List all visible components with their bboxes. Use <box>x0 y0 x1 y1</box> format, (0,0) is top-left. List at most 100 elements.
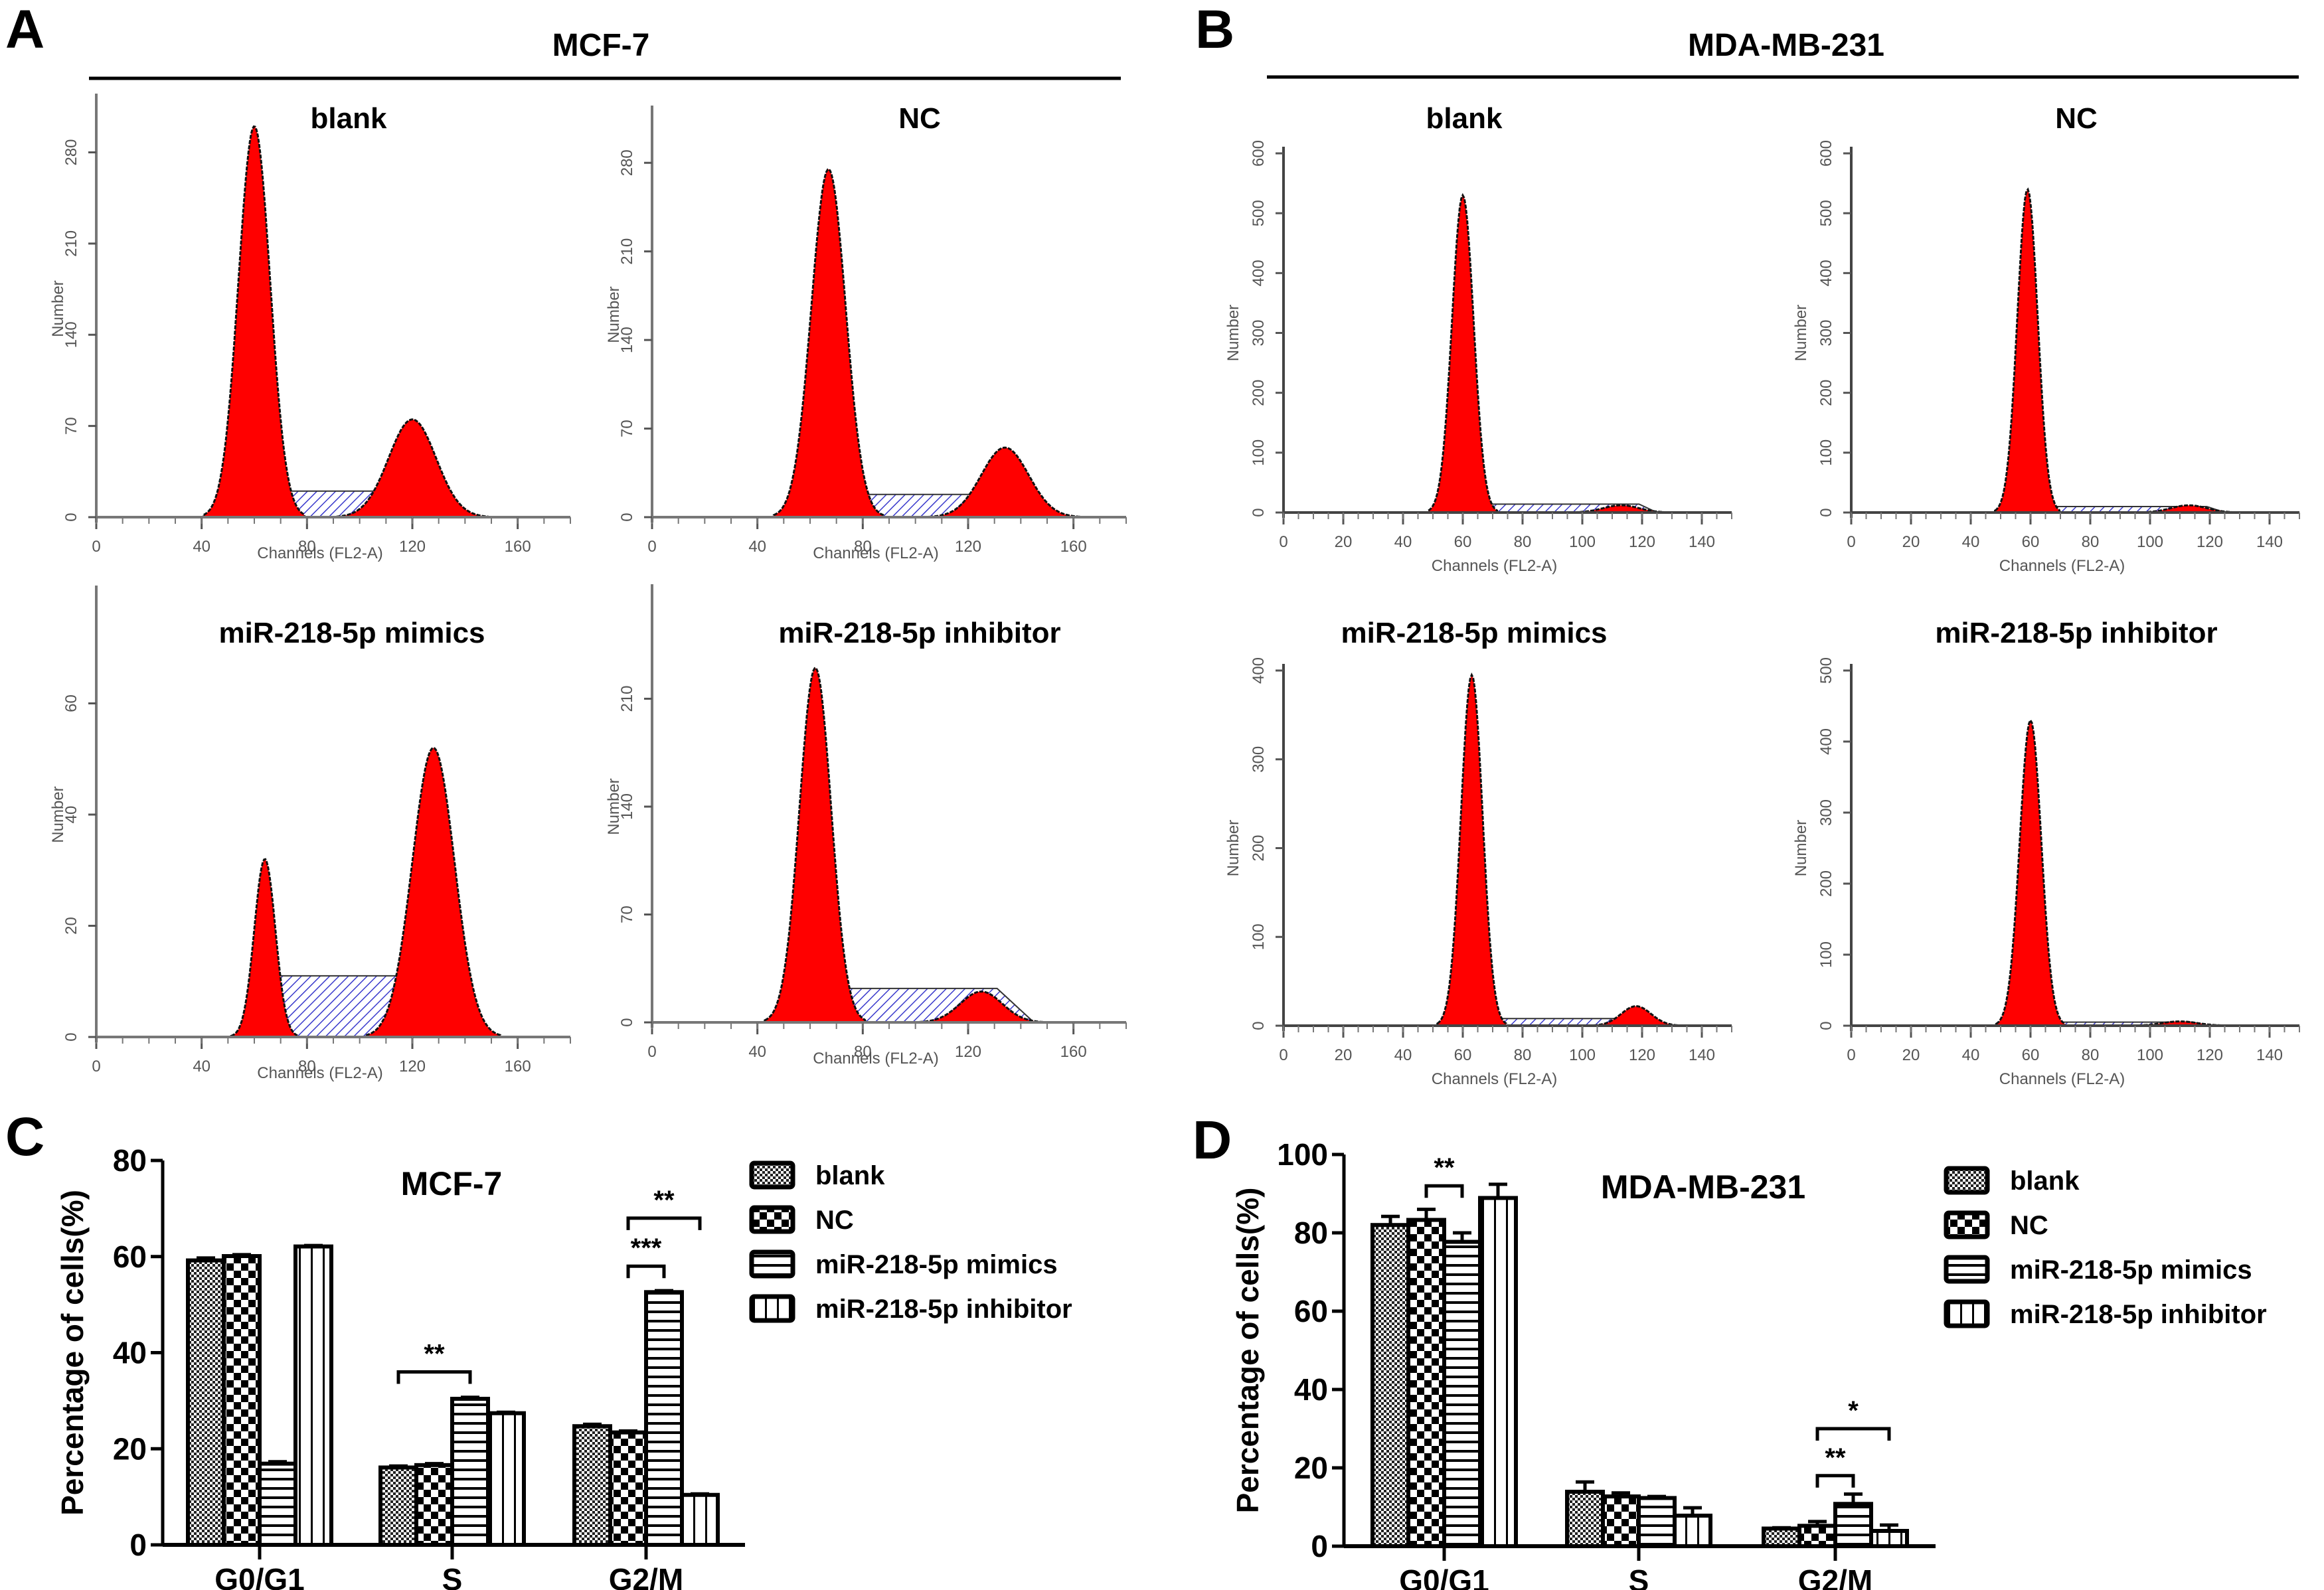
g1-peak-area <box>764 667 868 1024</box>
y-tick-label: 60 <box>113 1239 147 1274</box>
x-tick-label: 60 <box>2022 1046 2040 1064</box>
histogram-a-mimics: miR-218-5p mimics 0 40 80 120 160 0 20 40 60 Chann… <box>49 586 571 1082</box>
panel-b-cell-line-title: MDA-MB-231 <box>1688 28 1884 63</box>
y-tick-label: 20 <box>1294 1451 1328 1485</box>
y-tick-label: 0 <box>62 1032 80 1041</box>
y-tick-label: 600 <box>1817 140 1835 167</box>
x-tick-label: 60 <box>1454 1046 1472 1064</box>
y-tick-label: 300 <box>1817 799 1835 826</box>
legend-swatch-vertical-lines <box>749 1294 795 1323</box>
x-tick-label: 20 <box>1335 1046 1353 1064</box>
bar-checker <box>1406 1218 1446 1549</box>
legend-label: miR-218-5p inhibitor <box>2010 1300 2267 1329</box>
legend-swatch-fine-dots <box>1944 1166 1990 1195</box>
y-tick-label: 60 <box>1294 1294 1328 1328</box>
y-tick-label: 0 <box>1817 1021 1835 1030</box>
y-tick-label: 70 <box>618 420 636 437</box>
significance-bracket <box>1815 1474 1855 1488</box>
x-tick-label: 40 <box>748 1043 766 1061</box>
y-tick-label: 280 <box>618 149 636 176</box>
y-tick-label: 500 <box>1817 657 1835 684</box>
g1-peak-area <box>772 168 884 518</box>
x-tick-label: 120 <box>1629 1046 1655 1064</box>
legend-label: blank <box>2010 1166 2080 1196</box>
legend-label: blank <box>815 1161 885 1190</box>
bar-vertical-lines <box>1673 1513 1712 1548</box>
g2-peak-area <box>335 418 490 518</box>
legend-swatch-horizontal-lines <box>749 1249 795 1279</box>
x-tick-label: 100 <box>2137 1046 2163 1064</box>
x-tick-label: 40 <box>1394 1046 1412 1064</box>
histogram-title: miR-218-5p inhibitor <box>1935 617 2217 649</box>
x-tick-label: 160 <box>1060 538 1087 556</box>
y-tick-label: 100 <box>1250 923 1268 950</box>
y-axis-label: Number <box>605 778 623 835</box>
x-tick-label: 80 <box>2082 1046 2100 1064</box>
x-tick-label: 20 <box>1902 1046 1920 1064</box>
histogram-b-mimics: miR-218-5p mimics 0 20 40 60 80 100 120 140 0 100 2… <box>1224 617 1732 1088</box>
bar-fine-dots <box>378 1465 418 1548</box>
g1-peak-area <box>1427 193 1499 514</box>
x-tick-label: 40 <box>193 1058 210 1075</box>
x-tick-label: 0 <box>1847 533 1855 551</box>
histogram-b-blank: blank 0 20 40 60 80 100 120 140 0 100 200 300 400 500 6… <box>1224 102 1732 575</box>
y-tick-label: 400 <box>1250 260 1268 286</box>
y-tick-label: 210 <box>618 238 636 265</box>
y-tick-label: 200 <box>1250 380 1268 406</box>
bar-chart-d: MDA-MB-231 0 20 40 60 80 100 G0/G1 S G2/M Percenta… <box>1230 1137 2267 1590</box>
y-axis-label: Number <box>1224 820 1242 876</box>
histogram-a-blank: blank 0 40 80 120 160 0 70 140 210 280 Channels (FL… <box>49 94 571 562</box>
x-tick-label: 20 <box>1335 533 1353 551</box>
y-tick-label: 100 <box>1817 439 1835 466</box>
y-tick-label: 80 <box>113 1143 147 1178</box>
significance-bracket <box>396 1370 472 1384</box>
x-tick-label: 120 <box>1629 533 1655 551</box>
g1-peak-area <box>1993 187 2062 514</box>
x-tick-label: 40 <box>1962 1046 1980 1064</box>
bar-checker <box>1601 1494 1641 1549</box>
bar-vertical-lines <box>1478 1196 1518 1548</box>
y-tick-label: 0 <box>1250 1021 1268 1030</box>
x-tick-label: 100 <box>1569 1046 1596 1064</box>
y-tick-label: 280 <box>62 139 80 165</box>
bar-horizontal-lines <box>1442 1239 1482 1548</box>
x-tick-label: 40 <box>1394 533 1412 551</box>
y-tick-label: 0 <box>62 513 80 521</box>
x-tick-label: 40 <box>748 538 766 556</box>
significance-label: ** <box>1825 1443 1846 1472</box>
histogram-title: blank <box>311 102 387 135</box>
x-tick-label: 140 <box>1689 533 1715 551</box>
y-tick-label: 20 <box>113 1431 147 1466</box>
legend-label: miR-218-5p inhibitor <box>815 1295 1072 1324</box>
x-tick-label: 60 <box>2022 533 2040 551</box>
bar-fine-dots <box>186 1258 226 1548</box>
x-tick-label: 80 <box>298 1058 316 1075</box>
legend-label: NC <box>2010 1211 2048 1240</box>
x-axis-label: Channels (FL2-A) <box>813 544 938 562</box>
g2-peak-area <box>928 446 1083 518</box>
y-tick-label: 500 <box>1250 200 1268 226</box>
y-tick-label: 70 <box>618 906 636 923</box>
panel-letter-a: A <box>5 0 44 60</box>
y-tick-label: 20 <box>62 917 80 935</box>
y-tick-label: 100 <box>1250 439 1268 466</box>
x-tick-label: 0 <box>647 1043 656 1061</box>
significance-label: ** <box>1434 1153 1455 1182</box>
x-tick-label: 160 <box>505 538 531 556</box>
bar-vertical-lines <box>1869 1528 1909 1548</box>
g1-peak-area <box>1436 673 1507 1027</box>
y-tick-label: 200 <box>1817 380 1835 406</box>
x-tick-label: S <box>1629 1563 1649 1590</box>
x-tick-label: 20 <box>1902 533 1920 551</box>
y-tick-label: 600 <box>1250 140 1268 167</box>
x-tick-label: 100 <box>2137 533 2163 551</box>
legend-swatch-checker <box>749 1205 795 1234</box>
y-tick-label: 300 <box>1250 746 1268 773</box>
x-tick-label: 120 <box>955 538 981 556</box>
g1-peak-area <box>1995 718 2066 1027</box>
x-tick-label: G0/G1 <box>1399 1563 1489 1590</box>
histogram-title: miR-218-5p mimics <box>218 617 485 649</box>
y-axis-label: Number <box>49 786 67 842</box>
y-tick-label: 40 <box>62 806 80 824</box>
bar-checker <box>414 1463 454 1547</box>
